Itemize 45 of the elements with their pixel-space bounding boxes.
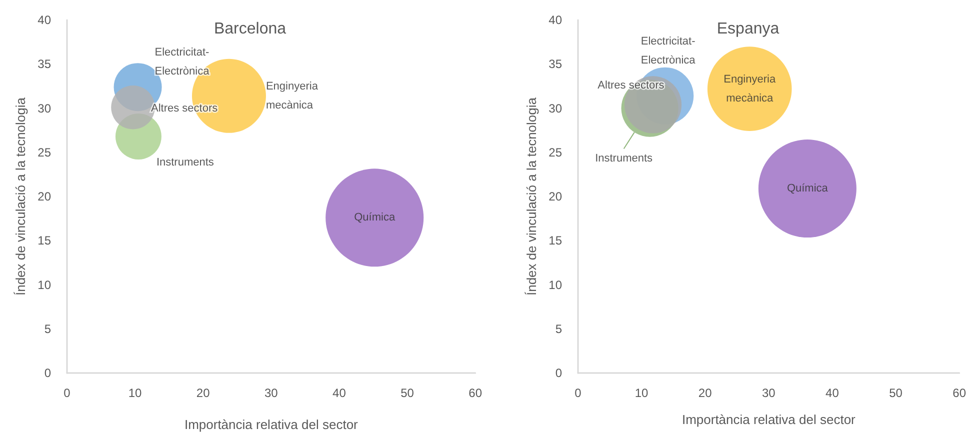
x-tick-label: 40 (826, 386, 840, 400)
y-tick-label: 15 (38, 234, 52, 248)
y-tick-label: 5 (44, 322, 52, 336)
series-label: Química (354, 212, 396, 224)
y-tick-label: 35 (548, 57, 562, 72)
x-tick-label: 60 (468, 386, 482, 400)
x-tick-label: 50 (889, 386, 903, 400)
y-tick-label: 10 (548, 278, 562, 292)
x-tick-label: 0 (64, 386, 71, 400)
x-tick-label: 10 (128, 386, 142, 400)
y-tick-label: 40 (548, 13, 562, 27)
chart-title: Barcelona (214, 20, 286, 38)
series-label: Química (786, 182, 829, 195)
series-label: Enginyeria mecànica (724, 73, 776, 104)
x-tick-label: 30 (264, 386, 278, 400)
x-tick-label: 30 (762, 386, 776, 400)
y-tick-label: 5 (555, 322, 562, 336)
y-tick-label: 0 (44, 366, 52, 380)
y-tick-label: 20 (38, 190, 52, 204)
x-tick-label: 50 (400, 386, 414, 400)
y-axis-title: Índex de vinculació a la tecnologia (12, 96, 28, 296)
y-tick-label: 35 (38, 57, 52, 72)
x-axis-title: Importància relativa del sector (682, 412, 856, 427)
series-label: Enginyeria mecànica (266, 80, 319, 112)
y-tick-label: 10 (38, 278, 52, 292)
y-tick-label: 30 (548, 101, 562, 116)
x-tick-label: 20 (196, 386, 210, 400)
series-label: Electricitat-Electrònica (640, 35, 696, 66)
y-tick-label: 30 (38, 101, 52, 116)
y-tick-label: 25 (548, 145, 562, 160)
series-label: Instruments (156, 156, 214, 168)
y-tick-label: 0 (555, 366, 562, 380)
x-tick-label: 40 (332, 386, 346, 400)
x-axis-title: Importància relativa del sector (184, 417, 359, 432)
y-tick-label: 20 (548, 190, 562, 204)
y-tick-label: 25 (38, 145, 52, 160)
y-tick-label: 40 (38, 13, 52, 27)
x-tick-label: 0 (574, 386, 582, 400)
y-axis-title: Índex de vinculació a la tecnologia (524, 96, 539, 296)
x-tick-label: 60 (952, 386, 966, 400)
legend-label: Instruments (595, 152, 654, 164)
y-tick-label: 15 (548, 234, 562, 248)
x-tick-label: 10 (634, 386, 649, 400)
x-tick-label: 20 (698, 386, 712, 400)
chart-title: Espanya (716, 20, 780, 38)
